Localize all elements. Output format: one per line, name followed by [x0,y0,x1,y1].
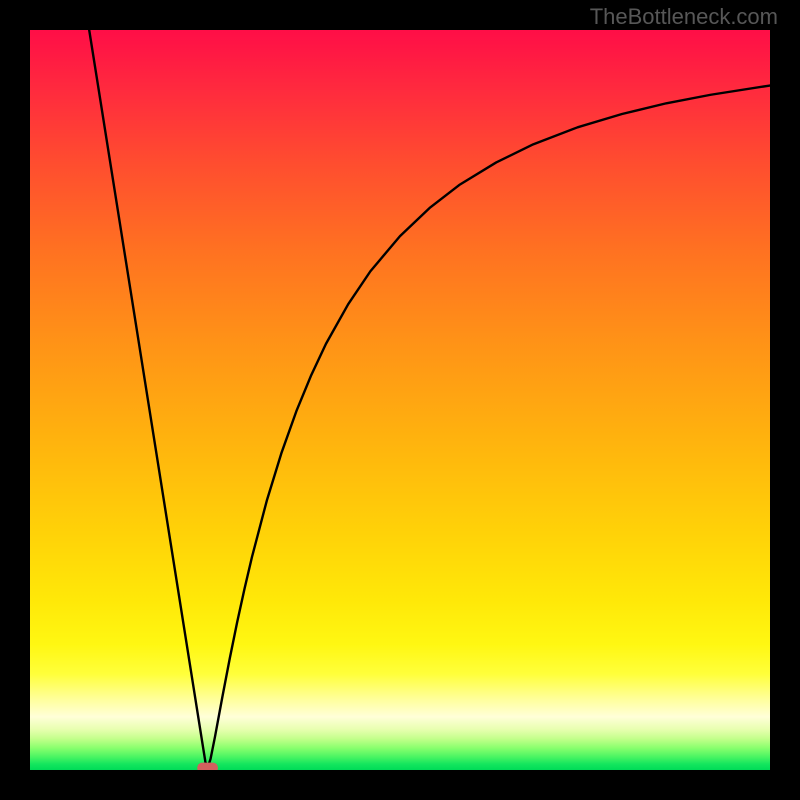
watermark-text: TheBottleneck.com [590,4,778,30]
gradient-background [30,30,770,770]
bottleneck-curve-chart [30,30,770,770]
optimal-point-marker [197,763,218,770]
figure-frame: TheBottleneck.com [0,0,800,800]
